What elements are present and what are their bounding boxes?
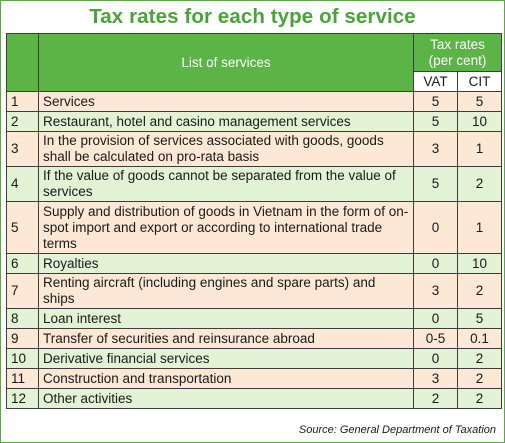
row-number-cell: 1: [6, 91, 39, 112]
tax-rates-body: 1 Services 5 5 2 Restaurant, hotel and casino…: [6, 91, 502, 409]
row-number-cell: 8: [6, 308, 39, 329]
row-number-cell: 10: [6, 348, 39, 369]
row-cit-cell: 2: [457, 273, 502, 309]
row-cit-cell: 10: [457, 253, 502, 274]
header-tax-rates: Tax rates (per cent): [413, 33, 502, 72]
row-service-cell: Services: [38, 91, 414, 112]
row-vat-cell: 0-5: [413, 328, 458, 349]
row-service-cell: Restaurant, hotel and casino management …: [38, 111, 414, 132]
row-vat-cell: 5: [413, 91, 458, 112]
row-cit-cell: 2: [457, 368, 502, 389]
row-service-cell: Transfer of securities and reinsurance a…: [38, 328, 414, 349]
table-row: 6 Royalties 0 10: [6, 253, 502, 274]
row-cit-cell: 1: [457, 131, 502, 167]
row-number-cell: 4: [6, 166, 39, 202]
row-service-cell: Construction and transportation: [38, 368, 414, 389]
table-row: 5 Supply and distribution of goods in Vie…: [6, 201, 502, 254]
header-number-cell: [6, 33, 39, 92]
row-cit-cell: 5: [457, 91, 502, 112]
row-vat-cell: 3: [413, 131, 458, 167]
table-row: 12 Other activities 2 2: [6, 388, 502, 409]
table-row: 3 In the provision of services associated…: [6, 131, 502, 167]
row-service-cell: Derivative financial services: [38, 348, 414, 369]
row-service-cell: Renting aircraft (including engines and …: [38, 273, 414, 309]
row-vat-cell: 5: [413, 166, 458, 202]
row-cit-cell: 10: [457, 111, 502, 132]
row-cit-cell: 2: [457, 348, 502, 369]
row-vat-cell: 0: [413, 201, 458, 254]
row-number-cell: 5: [6, 201, 39, 254]
row-vat-cell: 5: [413, 111, 458, 132]
row-cit-cell: 2: [457, 388, 502, 409]
table-row: 7 Renting aircraft (including engines and…: [6, 273, 502, 309]
table-row: 9 Transfer of securities and reinsurance …: [6, 328, 502, 349]
header-tax-rates-line1: Tax rates: [430, 36, 485, 52]
header-tax-rates-line2: (per cent): [428, 52, 487, 68]
row-number-cell: 6: [6, 253, 39, 274]
source-note: Source: General Department of Taxation: [298, 424, 496, 436]
row-service-cell: In the provision of services associated …: [38, 131, 414, 167]
table-row: 2 Restaurant, hotel and casino management…: [6, 111, 502, 132]
row-service-cell: Other activities: [38, 388, 414, 409]
row-number-cell: 9: [6, 328, 39, 349]
row-number-cell: 12: [6, 388, 39, 409]
row-service-cell: Loan interest: [38, 308, 414, 329]
row-vat-cell: 0: [413, 253, 458, 274]
row-cit-cell: 0.1: [457, 328, 502, 349]
table-row: 8 Loan interest 0 5: [6, 308, 502, 329]
header-cit: CIT: [457, 71, 502, 92]
infographic-title: Tax rates for each type of service: [89, 5, 416, 28]
tax-rates-table: List of services Tax rates (per cent) VA…: [6, 33, 502, 409]
row-number-cell: 11: [6, 368, 39, 389]
row-number-cell: 2: [6, 111, 39, 132]
table-row: 10 Derivative financial services 0 2: [6, 348, 502, 369]
row-vat-cell: 2: [413, 388, 458, 409]
row-number-cell: 7: [6, 273, 39, 309]
row-vat-cell: 0: [413, 308, 458, 329]
row-vat-cell: 0: [413, 348, 458, 369]
table-row: 11 Construction and transportation 3 2: [6, 368, 502, 389]
table-row: 4 If the value of goods cannot be separat…: [6, 166, 502, 202]
row-cit-cell: 2: [457, 166, 502, 202]
header-list-of-services: List of services: [38, 33, 414, 92]
row-vat-cell: 3: [413, 273, 458, 309]
row-cit-cell: 5: [457, 308, 502, 329]
row-number-cell: 3: [6, 131, 39, 167]
row-service-cell: If the value of goods cannot be separate…: [38, 166, 414, 202]
table-row: 1 Services 5 5: [6, 91, 502, 112]
row-service-cell: Royalties: [38, 253, 414, 274]
row-vat-cell: 3: [413, 368, 458, 389]
row-service-cell: Supply and distribution of goods in Viet…: [38, 201, 414, 254]
row-cit-cell: 1: [457, 201, 502, 254]
header-vat: VAT: [413, 71, 458, 92]
